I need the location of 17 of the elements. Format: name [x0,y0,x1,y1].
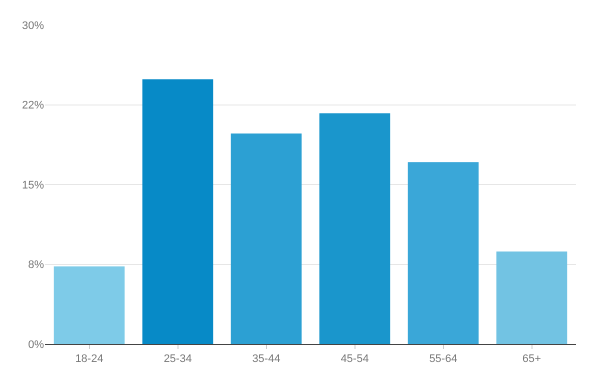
x-tick-label: 35-44 [252,353,280,366]
x-tick-label: 18-24 [75,353,104,366]
x-tick-label: 25-34 [164,353,192,366]
y-tick-label: 22% [22,100,44,112]
bar [142,79,214,344]
x-tick-label: 45-54 [340,353,369,366]
bar [319,113,390,344]
y-tick-label: 0% [28,338,44,351]
bar [230,133,302,344]
y-tick-label: 8% [28,259,44,272]
bar [408,162,479,344]
y-tick-label: 30% [22,20,44,32]
x-tick-label: 65+ [522,353,542,366]
y-tick-label: 15% [22,179,44,192]
bar [496,251,568,344]
bar [54,266,125,344]
x-tick-label: 55-64 [429,353,458,366]
